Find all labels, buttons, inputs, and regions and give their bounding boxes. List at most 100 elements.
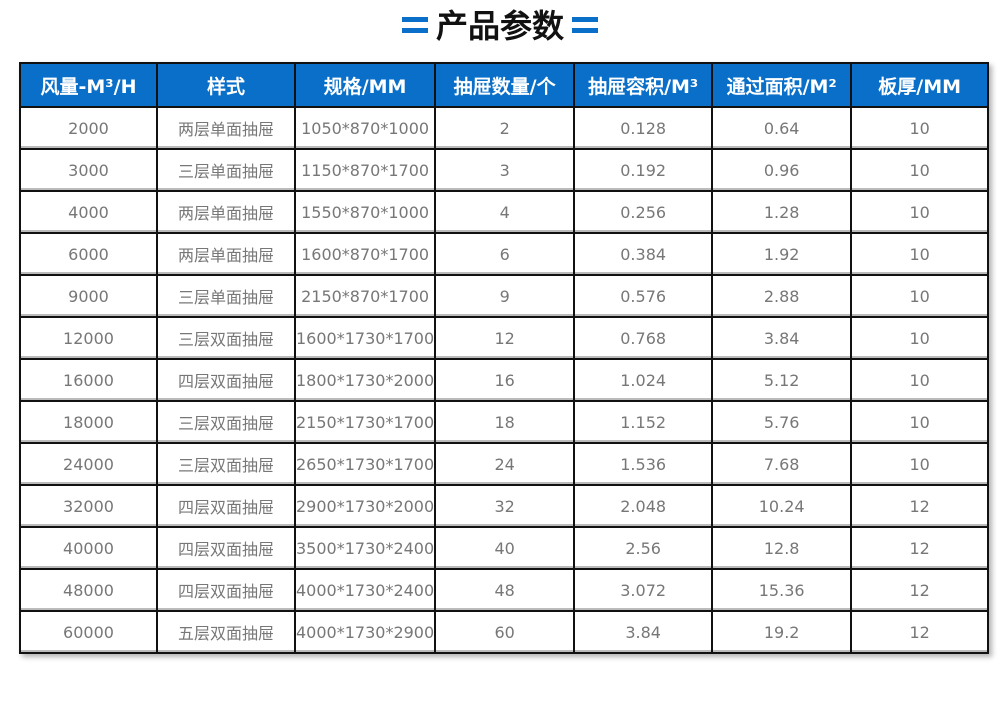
table-cell: 1800*1730*2000 xyxy=(293,358,437,402)
table-cell: 9000 xyxy=(19,274,158,318)
table-row: 40000 四层双面抽屉 3500*1730*2400 40 2.56 12.8 12 xyxy=(19,526,990,570)
table-cell: 40000 xyxy=(19,526,158,570)
table-cell: 0.128 xyxy=(573,106,714,150)
table-row: 60000 五层双面抽屉 4000*1730*2900 60 3.84 19.2 12 xyxy=(19,610,990,654)
table-row: 2000 两层单面抽屉 1050*870*1000 2 0.128 0.64 10 xyxy=(19,106,990,150)
table-row: 6000 两层单面抽屉 1600*870*1700 6 0.384 1.92 10 xyxy=(19,232,990,276)
column-header: 风量-M³/H xyxy=(19,62,158,108)
table-cell: 16000 xyxy=(19,358,158,402)
table-header: 风量-M³/H 样式 规格/MM 抽屉数量/个 抽屉容积/M³ 通过面积/M² 板厚/MM xyxy=(19,62,990,108)
table-cell: 1550*870*1000 xyxy=(293,190,437,234)
table-cell: 12 xyxy=(434,316,576,360)
table-cell: 10 xyxy=(850,274,990,318)
table-cell: 2.048 xyxy=(573,484,714,528)
table-cell: 6 xyxy=(434,232,576,276)
table-cell: 40 xyxy=(434,526,576,570)
table-cell: 10 xyxy=(850,232,990,276)
table-cell: 12 xyxy=(850,526,990,570)
table-cell: 四层双面抽屉 xyxy=(156,358,296,402)
table-cell: 48000 xyxy=(19,568,158,612)
table-cell: 0.384 xyxy=(573,232,714,276)
table-cell: 10 xyxy=(850,148,990,192)
table-cell: 1.28 xyxy=(711,190,853,234)
table-row: 16000 四层双面抽屉 1800*1730*2000 16 1.024 5.12 10 xyxy=(19,358,990,402)
table-row: 3000 三层单面抽屉 1150*870*1700 3 0.192 0.96 10 xyxy=(19,148,990,192)
column-header: 通过面积/M² xyxy=(711,62,853,108)
title-decoration-icon xyxy=(401,17,428,33)
table-cell: 24000 xyxy=(19,442,158,486)
column-header: 样式 xyxy=(156,62,296,108)
table-cell: 32 xyxy=(434,484,576,528)
table-cell: 7.68 xyxy=(711,442,853,486)
table-cell: 三层单面抽屉 xyxy=(156,148,296,192)
title-decoration-icon xyxy=(572,17,598,33)
table-cell: 5.12 xyxy=(711,358,853,402)
table-row: 4000 两层单面抽屉 1550*870*1000 4 0.256 1.28 10 xyxy=(19,190,990,234)
table-cell: 6000 xyxy=(19,232,158,276)
table-cell: 10 xyxy=(850,442,990,486)
table-cell: 15.36 xyxy=(711,568,853,612)
table-cell: 0.64 xyxy=(711,106,853,150)
table-cell: 3.84 xyxy=(573,610,714,654)
table-cell: 1150*870*1700 xyxy=(293,148,437,192)
table-cell: 3 xyxy=(434,148,576,192)
table-cell: 0.96 xyxy=(711,148,853,192)
table-cell: 10 xyxy=(850,190,990,234)
table-row: 9000 三层单面抽屉 2150*870*1700 9 0.576 2.88 10 xyxy=(19,274,990,318)
table-cell: 2150*870*1700 xyxy=(293,274,437,318)
table-row: 32000 四层双面抽屉 2900*1730*2000 32 2.048 10.24 12 xyxy=(19,484,990,528)
table-cell: 3000 xyxy=(19,148,158,192)
table-cell: 1600*1730*1700 xyxy=(293,316,437,360)
table-cell: 19.2 xyxy=(711,610,853,654)
table-cell: 0.576 xyxy=(573,274,714,318)
table-cell: 1600*870*1700 xyxy=(293,232,437,276)
table-cell: 10.24 xyxy=(711,484,853,528)
table-cell: 2650*1730*1700 xyxy=(293,442,437,486)
table-cell: 16 xyxy=(434,358,576,402)
table-row: 24000 三层双面抽屉 2650*1730*1700 24 1.536 7.68 10 xyxy=(19,442,990,486)
table-cell: 3.072 xyxy=(573,568,714,612)
parameter-table: 风量-M³/H 样式 规格/MM 抽屉数量/个 抽屉容积/M³ 通过面积/M² 板厚/MM … xyxy=(19,62,990,654)
table-cell: 2.88 xyxy=(711,274,853,318)
table-cell: 4 xyxy=(434,190,576,234)
table-cell: 0.192 xyxy=(573,148,714,192)
table-cell: 三层单面抽屉 xyxy=(156,274,296,318)
table-cell: 三层双面抽屉 xyxy=(156,400,296,444)
table-cell: 12 xyxy=(850,610,990,654)
table-cell: 48 xyxy=(434,568,576,612)
table-cell: 0.256 xyxy=(573,190,714,234)
table-row: 48000 四层双面抽屉 4000*1730*2400 48 3.072 15.36 12 xyxy=(19,568,990,612)
table-row: 12000 三层双面抽屉 1600*1730*1700 12 0.768 3.84 10 xyxy=(19,316,990,360)
column-header: 抽屉容积/M³ xyxy=(573,62,714,108)
table-cell: 三层双面抽屉 xyxy=(156,316,296,360)
table-cell: 18000 xyxy=(19,400,158,444)
page-title: 产品参数 xyxy=(0,6,1000,46)
table-cell: 4000 xyxy=(19,190,158,234)
table-cell: 10 xyxy=(850,106,990,150)
table-cell: 32000 xyxy=(19,484,158,528)
table-cell: 10 xyxy=(850,400,990,444)
table-cell: 60 xyxy=(434,610,576,654)
table-cell: 1.536 xyxy=(573,442,714,486)
table-cell: 12 xyxy=(850,568,990,612)
table-cell: 三层双面抽屉 xyxy=(156,442,296,486)
table-cell: 0.768 xyxy=(573,316,714,360)
table-cell: 18 xyxy=(434,400,576,444)
table-cell: 12 xyxy=(850,484,990,528)
table-cell: 1.024 xyxy=(573,358,714,402)
table-cell: 1.152 xyxy=(573,400,714,444)
column-header: 规格/MM xyxy=(293,62,437,108)
table-cell: 四层双面抽屉 xyxy=(156,568,296,612)
table-cell: 9 xyxy=(434,274,576,318)
table-cell: 五层双面抽屉 xyxy=(156,610,296,654)
table-cell: 4000*1730*2400 xyxy=(293,568,437,612)
table-cell: 2900*1730*2000 xyxy=(293,484,437,528)
table-cell: 四层双面抽屉 xyxy=(156,526,296,570)
table-cell: 24 xyxy=(434,442,576,486)
table-cell: 两层单面抽屉 xyxy=(156,232,296,276)
title-text: 产品参数 xyxy=(435,7,564,45)
column-header: 抽屉数量/个 xyxy=(434,62,576,108)
table-cell: 12000 xyxy=(19,316,158,360)
table-cell: 1.92 xyxy=(711,232,853,276)
table-cell: 两层单面抽屉 xyxy=(156,106,296,150)
